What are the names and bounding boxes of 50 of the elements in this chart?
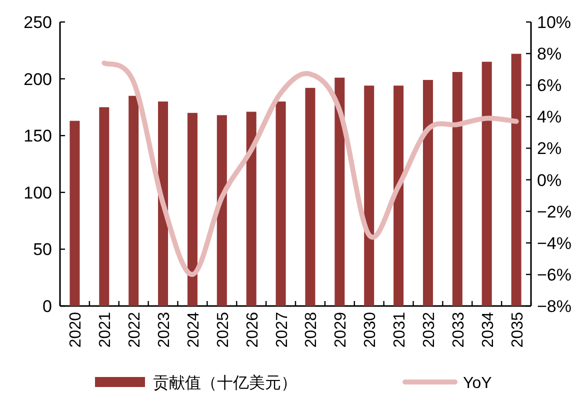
bar (70, 120, 80, 306)
x-tick-label: 2031 (392, 312, 409, 348)
bar (334, 78, 345, 306)
x-tick-label: 2024 (185, 312, 202, 348)
bar (187, 112, 198, 306)
bar (511, 54, 522, 306)
x-tick-label: 2033 (450, 312, 468, 348)
y2-tick-label: 6% (537, 76, 562, 96)
bar (364, 86, 374, 306)
x-tick-label: 2022 (126, 312, 144, 348)
x-tick-label: 2029 (332, 312, 350, 348)
x-tick-label: 2026 (244, 312, 262, 348)
y2-tick-label: −6% (537, 265, 572, 284)
legend-label: YoY (463, 375, 492, 392)
x-tick-label: 2020 (68, 312, 85, 348)
x-tick-label: 2035 (509, 312, 526, 348)
x-tick-label: 2034 (480, 312, 497, 348)
legend-label: 贡献值（十亿美元） (153, 374, 297, 392)
y-tick-label: 200 (24, 70, 52, 89)
bar (216, 115, 227, 306)
x-tick-label: 2027 (274, 312, 291, 348)
x-tick-label: 2023 (156, 312, 174, 348)
y-tick-label: 100 (24, 183, 52, 202)
bar (422, 80, 433, 306)
bar (128, 96, 139, 306)
bar (482, 62, 492, 306)
y2-tick-label: −4% (537, 234, 572, 253)
y2-tick-label: 2% (537, 139, 562, 158)
y2-tick-label: −8% (537, 297, 572, 316)
bar (99, 107, 110, 306)
bar (452, 72, 462, 306)
bar (246, 112, 256, 306)
x-tick-label: 2032 (420, 312, 438, 348)
bar (276, 102, 286, 306)
bar (305, 88, 316, 306)
y2-tick-label: 8% (537, 44, 562, 64)
y-tick-label: 50 (33, 240, 52, 260)
y2-tick-label: 4% (537, 108, 562, 127)
x-tick-label: 2025 (214, 312, 232, 348)
y2-tick-label: 10% (537, 13, 572, 32)
y-tick-label: 150 (24, 126, 52, 146)
x-tick-label: 2030 (362, 312, 380, 348)
y2-tick-label: 0% (537, 170, 562, 190)
y2-tick-label: −2% (537, 202, 572, 222)
bar (158, 102, 168, 306)
y-tick-label: 0 (42, 297, 52, 316)
x-tick-label: 2021 (97, 312, 114, 348)
bar (394, 86, 404, 306)
y-tick-label: 250 (24, 13, 52, 32)
x-tick-label: 2028 (303, 312, 320, 348)
